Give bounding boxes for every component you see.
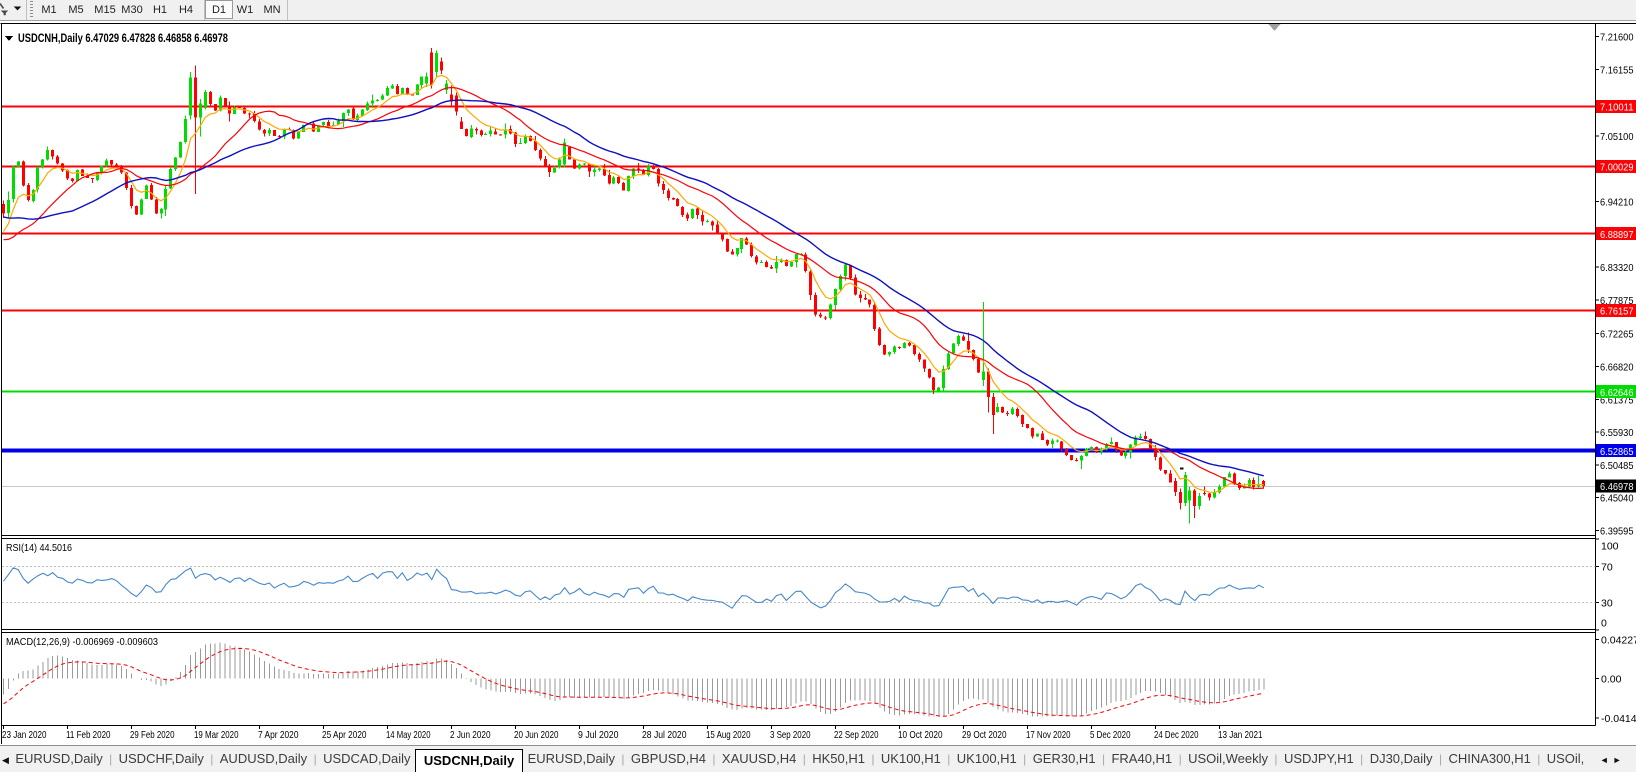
svg-text:29 Feb 2020: 29 Feb 2020 [130, 729, 175, 741]
svg-text:100: 100 [1601, 540, 1619, 552]
svg-text:6.45040: 6.45040 [1600, 493, 1634, 505]
svg-text:6.62646: 6.62646 [1600, 387, 1634, 399]
svg-text:6.83320: 6.83320 [1600, 262, 1634, 274]
svg-text:6.76157: 6.76157 [1600, 306, 1634, 318]
svg-text:11 Feb 2020: 11 Feb 2020 [66, 729, 111, 741]
svg-text:6.94210: 6.94210 [1600, 197, 1634, 209]
svg-text:2 Jun 2020: 2 Jun 2020 [450, 729, 491, 741]
svg-text:7.00029: 7.00029 [1600, 162, 1634, 174]
svg-text:0: 0 [1601, 617, 1607, 629]
svg-text:7.05100: 7.05100 [1600, 131, 1634, 143]
svg-text:MACD(12,26,9) -0.006969 -0.009: MACD(12,26,9) -0.006969 -0.009603 [6, 636, 158, 648]
svg-text:14 May 2020: 14 May 2020 [386, 729, 431, 741]
svg-text:13 Jan 2021: 13 Jan 2021 [1218, 729, 1263, 741]
svg-text:25 Apr 2020: 25 Apr 2020 [322, 729, 367, 741]
svg-text:23 Jan 2020: 23 Jan 2020 [2, 729, 47, 741]
svg-text:70: 70 [1601, 561, 1613, 573]
svg-text:5 Dec 2020: 5 Dec 2020 [1090, 729, 1131, 741]
svg-text:7 Apr 2020: 7 Apr 2020 [258, 729, 299, 741]
svg-text:28 Jul 2020: 28 Jul 2020 [642, 729, 687, 741]
svg-text:USDCNH,Daily 6.47029 6.47828: USDCNH,Daily 6.47029 6.47828 6.46858 6.4… [18, 33, 228, 45]
svg-text:6.39595: 6.39595 [1600, 526, 1634, 538]
svg-text:6.50485: 6.50485 [1600, 460, 1634, 472]
svg-text:15 Aug 2020: 15 Aug 2020 [706, 729, 751, 741]
svg-text:6.55930: 6.55930 [1600, 427, 1634, 439]
svg-text:6.88897: 6.88897 [1600, 229, 1634, 241]
svg-text:6.52865: 6.52865 [1600, 446, 1634, 458]
svg-text:29 Oct 2020: 29 Oct 2020 [962, 729, 1007, 741]
svg-text:6.46978: 6.46978 [1600, 481, 1634, 493]
svg-text:6.72265: 6.72265 [1600, 329, 1634, 341]
svg-text:9 Jul 2020: 9 Jul 2020 [578, 729, 619, 741]
svg-text:7.16155: 7.16155 [1600, 64, 1634, 76]
svg-text:-0.04148: -0.04148 [1601, 713, 1636, 725]
svg-text:RSI(14) 44.5016: RSI(14) 44.5016 [6, 542, 72, 554]
svg-text:6.66820: 6.66820 [1600, 362, 1634, 374]
svg-text:24 Dec 2020: 24 Dec 2020 [1154, 729, 1199, 741]
svg-text:0.00: 0.00 [1601, 674, 1622, 686]
svg-text:3 Sep 2020: 3 Sep 2020 [770, 729, 811, 741]
svg-text:10 Oct 2020: 10 Oct 2020 [898, 729, 943, 741]
svg-text:22 Sep 2020: 22 Sep 2020 [834, 729, 879, 741]
svg-text:17 Nov 2020: 17 Nov 2020 [1026, 729, 1071, 741]
svg-text:7.21600: 7.21600 [1600, 32, 1634, 44]
svg-text:7.10011: 7.10011 [1600, 102, 1634, 114]
svg-text:30: 30 [1601, 597, 1613, 609]
svg-text:0.042275: 0.042275 [1601, 635, 1636, 647]
svg-text:19 Mar 2020: 19 Mar 2020 [194, 729, 239, 741]
svg-text:20 Jun 2020: 20 Jun 2020 [514, 729, 559, 741]
